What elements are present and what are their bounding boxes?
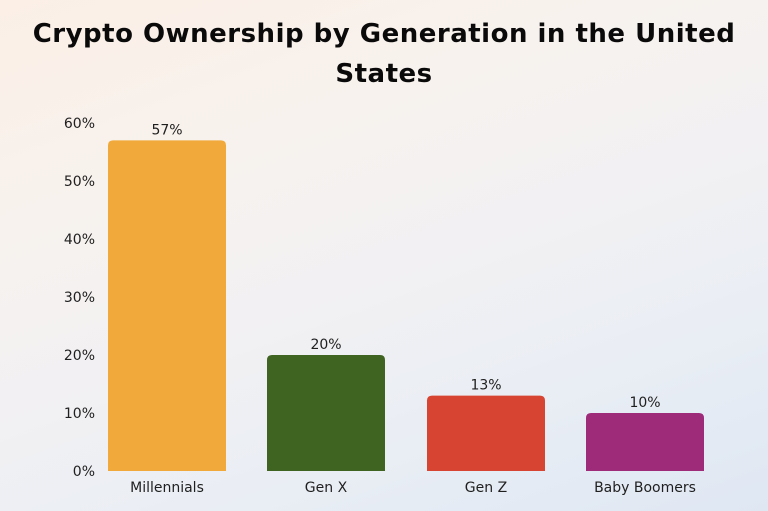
y-tick-label: 10%	[64, 406, 95, 422]
y-tick-label: 0%	[73, 464, 95, 480]
chart-title-line-1: Crypto Ownership by Generation in the Un…	[32, 19, 736, 49]
data-label: 57%	[151, 122, 182, 138]
data-label: 13%	[470, 378, 501, 394]
bar-gen-z	[427, 395, 545, 471]
x-tick-label: Gen X	[305, 480, 348, 496]
y-tick-label: 50%	[64, 174, 95, 190]
y-tick-label: 60%	[64, 116, 95, 132]
y-tick-label: 40%	[64, 232, 95, 248]
chart-title-line-2: States	[335, 59, 433, 89]
data-label: 10%	[629, 395, 660, 411]
x-tick-label: Millennials	[130, 480, 204, 496]
y-tick-label: 20%	[64, 348, 95, 364]
chart-title: Crypto Ownership by Generation in the Un…	[0, 14, 768, 94]
data-label: 20%	[310, 337, 341, 353]
x-tick-label: Gen Z	[465, 480, 507, 496]
bar-baby-boomers	[586, 413, 704, 471]
y-tick-label: 30%	[64, 290, 95, 306]
bar-gen-x	[267, 355, 385, 471]
bar-millennials	[108, 140, 226, 471]
x-tick-label: Baby Boomers	[594, 480, 696, 496]
